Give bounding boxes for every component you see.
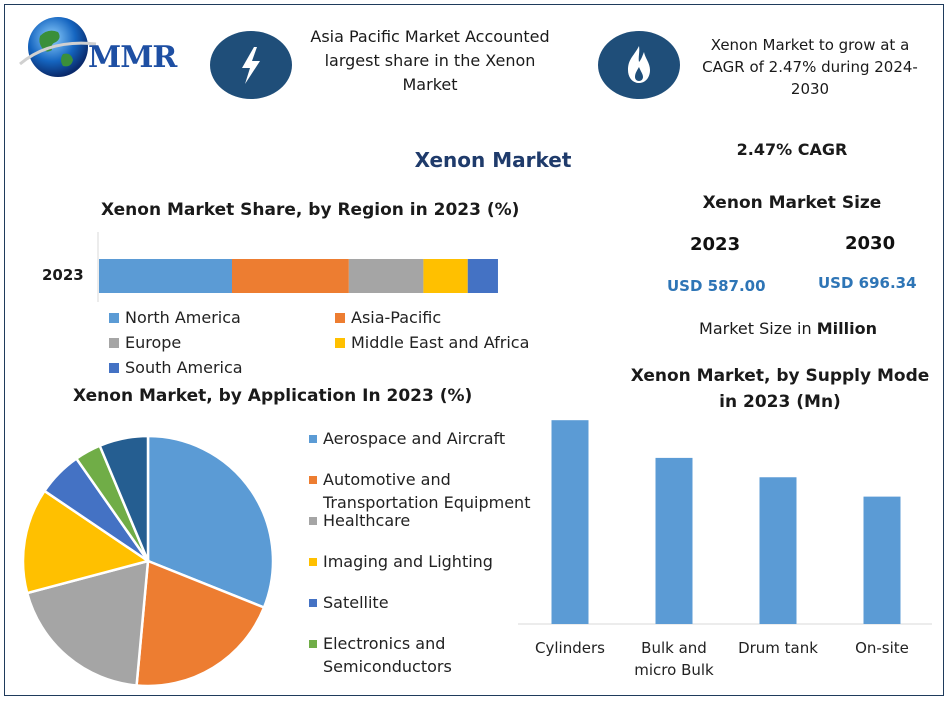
legend-label: Asia-Pacific (351, 308, 442, 327)
application-legend-item: Healthcare (309, 509, 548, 532)
legend-swatch (109, 312, 119, 323)
legend-label: South America (125, 358, 243, 377)
legend-swatch (335, 337, 345, 348)
legend-label: Aerospace and Aircraft (323, 429, 506, 448)
legend-swatch (309, 639, 317, 648)
region-stacked-bar-chart (97, 232, 498, 302)
legend-label: Automotive and Transportation Equipment (323, 470, 531, 512)
supply-tick-label: Drum tank (738, 639, 818, 657)
application-legend-item: Imaging and Lighting (309, 550, 548, 573)
region-chart-category: 2023 (42, 266, 84, 284)
insight-cagr-text: Xenon Market to grow at a CAGR of 2.47% … (702, 36, 918, 98)
year-start: 2023 (690, 234, 741, 255)
supply-bar-cylinders (551, 420, 589, 624)
supply-bar-bulk-and-micro-bulk (655, 457, 693, 624)
region-bar-segment-europe (348, 259, 424, 293)
value-start: USD 587.00 (667, 277, 766, 295)
region-legend-item: South America (109, 358, 243, 377)
application-legend-item: Electronics and Semiconductors (309, 632, 548, 678)
region-legend-item: North America (109, 308, 241, 327)
page-title: Xenon Market (414, 148, 572, 172)
supply-tick-label: Bulk and micro Bulk (634, 639, 714, 679)
legend-swatch (335, 312, 345, 323)
pie-slice-other (98, 434, 150, 562)
market-size-title: Xenon Market Size (702, 193, 882, 213)
mmr-logo-text: MMR (88, 40, 177, 75)
legend-label: North America (125, 308, 241, 327)
application-legend-item: Aerospace and Aircraft (309, 427, 548, 450)
application-pie-chart (21, 434, 275, 688)
region-legend-item: Asia-Pacific (335, 308, 441, 327)
pie-slice-automotive-and-transportation-equipment (135, 559, 266, 688)
region-bar-segment-south-america (467, 259, 498, 293)
lightning-bolt-icon (210, 31, 292, 99)
value-end: USD 696.34 (818, 274, 917, 292)
application-chart-title: Xenon Market, by Application In 2023 (%) (73, 386, 473, 406)
unit-note: Market Size in Million (672, 319, 904, 338)
pie-slice-healthcare (25, 559, 150, 687)
legend-label: Electronics and Semiconductors (323, 634, 452, 676)
legend-swatch (309, 475, 317, 484)
application-legend-item: Automotive and Transportation Equipment (309, 468, 548, 514)
region-bar-segment-middle-east-and-africa (423, 259, 468, 293)
region-bar-segment-north-america (99, 259, 232, 293)
legend-label: Middle East and Africa (351, 333, 530, 352)
legend-swatch (309, 434, 317, 443)
globe-logo-icon (19, 17, 97, 77)
pie-slice-aerospace-and-aircraft (146, 434, 275, 610)
legend-swatch (109, 362, 119, 373)
supply-tick-label: On-site (855, 639, 909, 657)
supply-chart-title: Xenon Market, by Supply Mode in 2023 (Mn… (630, 366, 930, 412)
region-legend-item: Middle East and Africa (335, 333, 529, 352)
region-chart-title: Xenon Market Share, by Region in 2023 (%… (101, 200, 520, 220)
flame-icon (598, 31, 680, 99)
year-end: 2030 (845, 233, 896, 254)
pie-slice-imaging-and-lighting (21, 489, 151, 595)
legend-label: Healthcare (323, 511, 411, 530)
legend-swatch (309, 516, 317, 525)
region-legend-item: Europe (109, 333, 181, 352)
unit-note-prefix: Market Size in (699, 319, 817, 338)
infographic-frame (4, 4, 944, 696)
legend-swatch (309, 557, 317, 566)
legend-swatch (309, 598, 317, 607)
application-legend-item: Satellite (309, 591, 548, 614)
region-bar-segment-asia-pacific (231, 259, 349, 293)
supply-mode-bar-chart: Cylinders Bulk and micro Bulk Drum tank On-s… (518, 420, 932, 679)
supply-bar-on-site (863, 496, 901, 624)
supply-bar-drum-tank (759, 477, 797, 624)
legend-label: Imaging and Lighting (323, 552, 493, 571)
legend-label: Satellite (323, 593, 389, 612)
legend-label: Europe (125, 333, 182, 352)
legend-swatch (109, 337, 119, 348)
insight-region-text: Asia Pacific Market Accounted largest sh… (310, 27, 550, 94)
cagr-label: 2.47% CAGR (736, 140, 848, 159)
supply-tick-label: Cylinders (535, 639, 605, 657)
unit-note-bold: Million (816, 319, 877, 338)
